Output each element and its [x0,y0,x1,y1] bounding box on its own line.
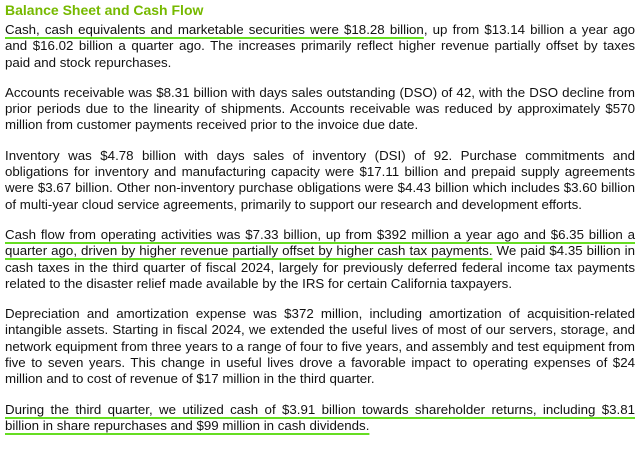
paragraph: Accounts receivable was $8.31 billion wi… [5,85,635,134]
highlighted-text: Cash, cash equivalents and marketable se… [5,22,424,37]
text: , up from $13.14 billion a year ago and … [5,22,635,70]
document: Balance Sheet and Cash Flow Cash, cash e… [5,2,635,435]
paragraph: Depreciation and amortization expense wa… [5,306,635,387]
section-title: Balance Sheet and Cash Flow [5,2,204,18]
highlighted-text: During the third quarter, we utilized ca… [5,401,635,433]
highlighted-text: Cash flow from operating activities was … [5,226,635,259]
text: Depreciation and amortization expense wa… [5,306,635,387]
paragraph: Cash flow from operating activities was … [5,227,635,292]
paragraph: Inventory was $4.78 billion with days sa… [5,148,635,213]
paragraph: Cash, cash equivalents and marketable se… [5,22,635,71]
text: We paid $4.35 billion in cash taxes in t… [5,243,635,291]
text: Inventory was $4.78 billion with days sa… [5,147,635,212]
text: Accounts receivable was $8.31 billion wi… [5,84,635,133]
paragraph: During the third quarter, we utilized ca… [5,402,635,435]
